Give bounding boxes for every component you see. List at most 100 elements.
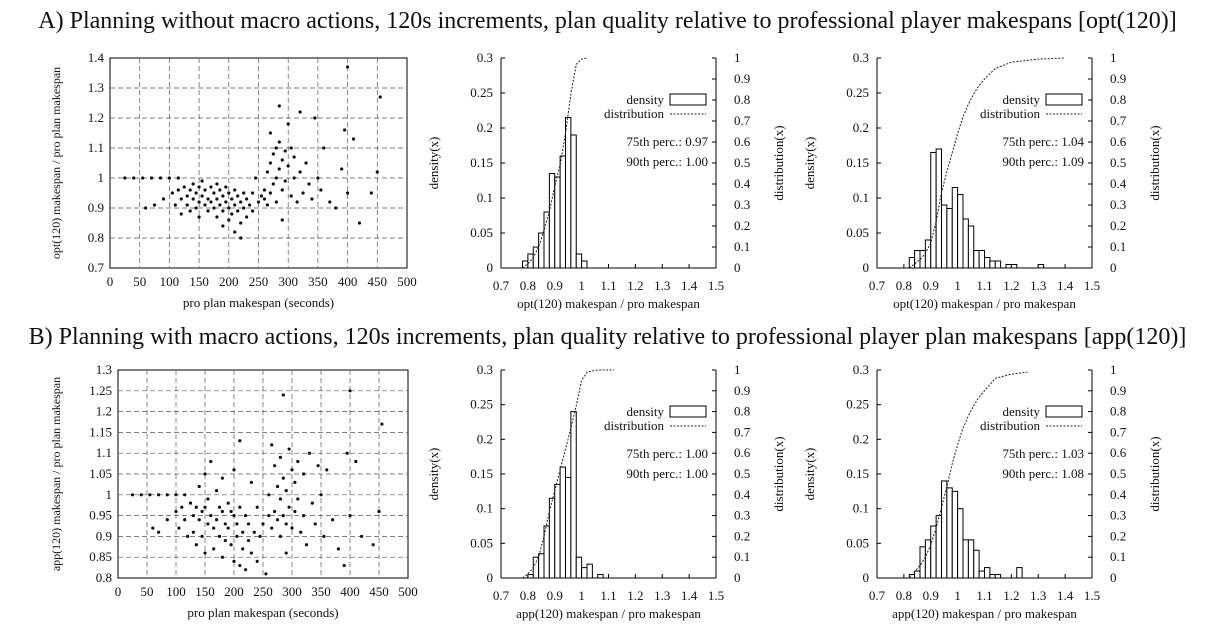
- b-scatter-point: [377, 509, 381, 514]
- a-hist1-ytick-label: 0.15: [470, 155, 493, 170]
- b-scatter-xtick-label: 50: [141, 584, 154, 599]
- b-hist2-ytick-right-label: 0.8: [1110, 404, 1126, 419]
- a-hist1-bar: [554, 176, 561, 269]
- a-scatter-point: [176, 188, 180, 192]
- a-scatter-point: [289, 146, 293, 150]
- b-scatter-point: [194, 505, 198, 509]
- a-scatter-point: [295, 200, 299, 204]
- a-hist1-ytick-right-label: 0.1: [734, 239, 750, 254]
- a-hist2-xtick-label: 0.7: [869, 278, 886, 293]
- b-hist1-annotation-90th: 90th perc.: 1.00: [626, 466, 708, 481]
- b-scatter-point: [209, 514, 213, 518]
- a-hist2-xlabel: opt(120) makespan / pro makespan: [893, 296, 1076, 311]
- b-scatter-ytick-label: 1.2: [96, 404, 112, 419]
- b-scatter-point: [203, 472, 207, 476]
- a-hist2-ytick-right-label: 0.2: [1110, 218, 1126, 233]
- a-scatter-point: [280, 158, 284, 162]
- a-scatter-point: [313, 116, 317, 120]
- a-scatter-point: [152, 203, 157, 207]
- b-hist1-ylabel-left: density(x): [426, 448, 441, 501]
- a-scatter-point: [292, 155, 296, 159]
- a-hist1-annotation-75th: 75th perc.: 0.97: [626, 134, 708, 149]
- a-scatter-point: [307, 182, 311, 186]
- a-scatter-point: [206, 197, 210, 201]
- a-scatter-ytick-label: 1.4: [88, 50, 105, 65]
- b-scatter-point: [215, 489, 219, 493]
- b-hist2-bar: [941, 480, 948, 579]
- a-hist1-xtick-label: 1.5: [708, 278, 724, 293]
- a-scatter-point: [378, 95, 382, 99]
- a-hist1-xtick-label: 1.1: [600, 278, 616, 293]
- a-hist1-bar: [543, 211, 550, 269]
- a-scatter-point: [215, 182, 219, 186]
- b-hist1-ytick-right-label: 0.8: [734, 404, 750, 419]
- a-hist2-bar: [994, 260, 1002, 269]
- a-hist2-legend-density-label: density: [1002, 92, 1040, 107]
- b-scatter-point: [342, 563, 346, 568]
- a-hist2-ytick-label: 0: [863, 260, 870, 275]
- b-scatter-ylabel: app(120) makespan / pro plan makespan: [49, 377, 63, 571]
- b-scatter-ytick-label: 1.05: [89, 466, 112, 481]
- a-scatter-point: [209, 200, 213, 204]
- b-scatter-point: [188, 501, 193, 505]
- a-scatter-point: [188, 188, 192, 192]
- a-hist1-xtick-label: 1: [578, 278, 585, 293]
- a-scatter-xtick-label: 50: [133, 274, 146, 289]
- a-scatter-point: [298, 170, 302, 174]
- b-hist1-bar: [597, 574, 604, 579]
- a-hist2-ytick-right-label: 0.8: [1110, 92, 1126, 107]
- b-hist1-ytick-label: 0: [487, 570, 494, 585]
- b-scatter-point: [371, 543, 375, 547]
- b-scatter-point: [238, 439, 242, 443]
- a-scatter-point: [289, 194, 293, 198]
- b-scatter-point: [246, 522, 251, 526]
- a-scatter-point: [334, 206, 338, 210]
- a-scatter-point: [221, 209, 225, 213]
- b-scatter-point: [165, 518, 169, 522]
- a-hist2-ytick-label: 0.05: [846, 225, 869, 240]
- a-hist1-ytick-right-label: 1: [734, 50, 741, 65]
- b-hist2-ytick-right-label: 1: [1110, 362, 1117, 377]
- a-scatter-point: [215, 197, 219, 201]
- b-hist1-bar: [559, 466, 566, 579]
- a-scatter-point: [185, 194, 189, 198]
- b-hist1-bar: [527, 574, 534, 579]
- b-hist1-xtick-label: 0.9: [547, 588, 563, 603]
- a-scatter-point: [230, 197, 234, 201]
- b-hist1-xtick-label: 1.1: [600, 588, 616, 603]
- a-scatter-point: [239, 236, 243, 240]
- b-hist2-xlabel: app(120) makespan / pro makespan: [892, 606, 1077, 621]
- a-scatter-ytick-label: 1.2: [88, 110, 104, 125]
- a-scatter-point: [215, 215, 219, 219]
- b-scatter-point: [255, 505, 259, 509]
- a-hist2-bar: [984, 257, 991, 269]
- b-hist2-bar: [973, 549, 980, 579]
- a-scatter-point: [167, 176, 171, 180]
- a-scatter-point: [227, 218, 231, 222]
- a-scatter-point: [242, 206, 246, 210]
- b-scatter-point: [174, 509, 178, 514]
- a-hist2-ytick-right-label: 0.4: [1110, 176, 1127, 191]
- b-hist2-legend-distribution-label: distribution: [980, 418, 1040, 433]
- a-scatter-point: [277, 167, 281, 171]
- a-scatter-xtick-label: 0: [107, 274, 114, 289]
- b-scatter-point: [319, 493, 323, 497]
- b-scatter-point: [180, 505, 184, 509]
- b-scatter-point: [261, 522, 265, 526]
- a-hist1-ytick-right-label: 0: [734, 260, 741, 275]
- a-hist1-ytick-right-label: 0.5: [734, 155, 750, 170]
- a-hist2-bar: [946, 208, 953, 269]
- a-scatter-point: [286, 164, 290, 168]
- a-scatter-point: [242, 191, 246, 195]
- b-hist1-bar: [538, 553, 545, 579]
- b-hist2-bar: [951, 490, 959, 579]
- b-hist2-bar: [967, 539, 975, 579]
- a-hist1-legend-distribution-label: distribution: [604, 106, 664, 121]
- a-scatter-xtick-label: 400: [338, 274, 358, 289]
- a-scatter-xtick-label: 500: [397, 274, 417, 289]
- a-hist2-ytick-label: 0.3: [853, 50, 869, 65]
- b-hist1-cdf-line: [522, 369, 614, 579]
- a-scatter-point: [233, 203, 237, 207]
- b-scatter-point: [238, 563, 242, 568]
